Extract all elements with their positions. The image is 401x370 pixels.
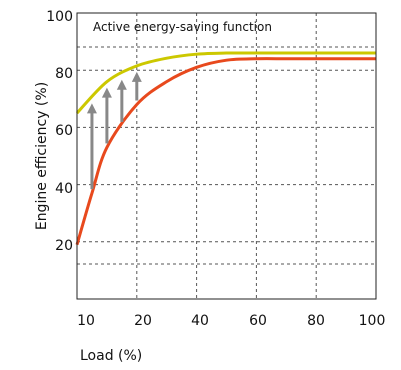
y-tick-label: 40 — [55, 181, 73, 197]
plot-frame — [76, 12, 377, 300]
x-tick-label: 80 — [307, 313, 325, 329]
arrows — [86, 71, 142, 190]
x-tick-label: 100 — [359, 313, 386, 329]
y-axis-title: Engine efficiency (%) — [34, 82, 50, 230]
arrow — [86, 103, 97, 190]
annotation-text: Active energy-saving function — [93, 20, 272, 34]
series-line-2 — [75, 57, 376, 246]
x-tick-label: 20 — [134, 313, 152, 329]
arrow — [101, 87, 112, 144]
x-axis-title: Load (%) — [80, 348, 142, 364]
x-tick-label: 10 — [77, 313, 95, 329]
x-tick-label: 60 — [249, 313, 267, 329]
series-line-1 — [75, 51, 376, 115]
grid — [77, 13, 376, 299]
arrow — [131, 71, 142, 101]
x-tick-label: 40 — [191, 313, 209, 329]
y-tick-label: 20 — [55, 238, 73, 254]
arrow — [116, 79, 127, 122]
y-tick-label: 80 — [55, 66, 73, 82]
y-ticks: 20 40 60 80 100 — [46, 9, 73, 254]
y-tick-label: 60 — [55, 123, 73, 139]
curves — [75, 51, 376, 246]
y-tick-label: 100 — [46, 9, 73, 25]
x-ticks: 10 20 40 60 80 100 — [77, 313, 385, 329]
